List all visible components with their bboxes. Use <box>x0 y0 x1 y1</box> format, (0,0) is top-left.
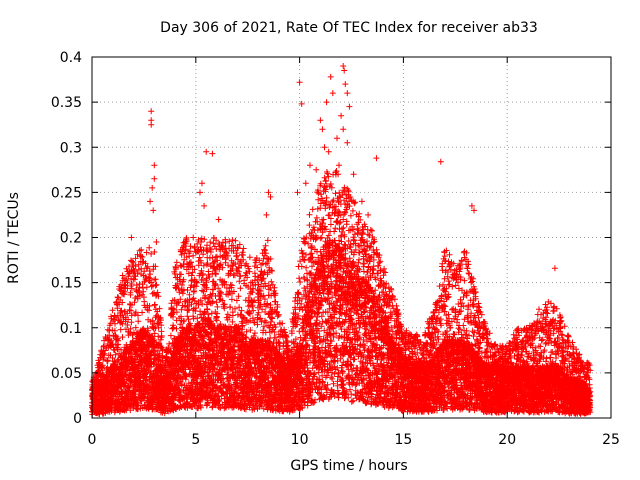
data-point <box>196 254 203 261</box>
data-point <box>268 318 274 325</box>
data-point <box>99 362 106 369</box>
data-point <box>237 273 244 280</box>
data-point <box>119 334 126 341</box>
data-point <box>167 332 174 339</box>
data-point <box>251 330 258 337</box>
data-point <box>210 240 217 247</box>
data-point <box>140 288 147 295</box>
data-point <box>173 325 180 332</box>
data-point <box>100 354 107 361</box>
data-point <box>143 284 150 291</box>
data-point <box>144 265 150 272</box>
data-point <box>152 282 159 289</box>
data-point <box>151 301 158 308</box>
data-point <box>243 269 249 276</box>
data-point <box>158 332 165 339</box>
data-point <box>117 326 124 333</box>
data-points <box>89 63 594 418</box>
data-point <box>119 272 126 279</box>
data-point <box>208 310 215 317</box>
data-point <box>237 285 244 292</box>
data-point <box>229 237 236 243</box>
data-point <box>184 313 191 320</box>
data-point <box>135 318 142 325</box>
data-point <box>127 307 134 314</box>
data-point <box>204 242 210 249</box>
data-point <box>173 259 180 266</box>
data-point <box>100 343 107 350</box>
data-point <box>241 277 248 284</box>
data-point <box>138 246 145 253</box>
data-point <box>100 356 107 363</box>
data-point <box>128 319 135 326</box>
data-point <box>264 237 271 244</box>
chart-title: Day 306 of 2021, Rate Of TEC Index for r… <box>160 20 538 36</box>
data-point <box>212 271 219 278</box>
data-point <box>152 276 159 283</box>
data-point <box>240 245 247 252</box>
data-point <box>131 276 138 283</box>
data-point <box>190 234 197 241</box>
data-point <box>228 296 235 303</box>
data-point <box>249 298 256 305</box>
data-point <box>213 317 220 324</box>
data-point <box>212 254 219 261</box>
data-point <box>101 350 108 357</box>
data-point <box>178 271 184 278</box>
data-point <box>262 242 269 249</box>
data-point <box>233 252 240 259</box>
data-point <box>246 254 253 261</box>
data-point <box>207 239 214 246</box>
data-point <box>139 309 146 316</box>
